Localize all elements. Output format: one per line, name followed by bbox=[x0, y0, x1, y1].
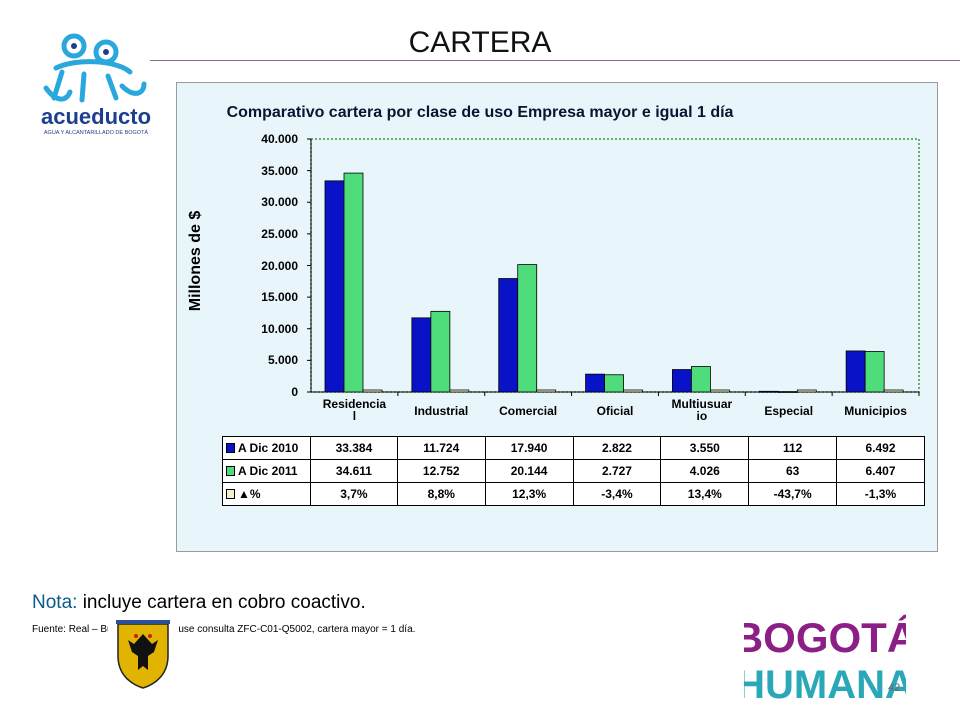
table-row: ▲% 3,7% 8,8% 12,3% -3,4% 13,4% -43,7% -1,3% bbox=[222, 482, 925, 506]
y-axis-ticks: 0 5.000 10.000 15.000 20.000 25.000 30.000 35.0… bbox=[238, 0, 298, 720]
y-tick-label: 25.000 bbox=[261, 226, 298, 241]
humana-wordmark: HUMANA bbox=[744, 663, 906, 706]
bar-dic-2011 bbox=[517, 264, 538, 393]
bogota-coat-of-arms bbox=[108, 616, 178, 692]
bar-pct-change bbox=[362, 389, 383, 393]
y-tick-label: 15.000 bbox=[261, 290, 298, 305]
table-cell: 11.724 bbox=[396, 436, 486, 460]
x-category-label: Multiusuar io bbox=[671, 397, 733, 423]
table-cell: 63 bbox=[748, 459, 838, 483]
x-category-label: Comercial bbox=[499, 404, 558, 418]
table-row: A Dic 2011 34.611 12.752 20.144 2.727 4.026 63… bbox=[222, 459, 925, 483]
x-category-label: Industrial bbox=[414, 404, 469, 418]
table-cell: 112 bbox=[748, 436, 838, 460]
y-tick-label: 5.000 bbox=[267, 353, 298, 368]
table-cell: 12,3% bbox=[484, 482, 574, 506]
table-cell: 3,7% bbox=[310, 482, 398, 506]
bogota-humana-logo: BOGOTÁ HUMANA bbox=[744, 608, 906, 706]
x-category-label: Especial bbox=[764, 404, 814, 418]
note-text: incluye cartera en cobro coactivo. bbox=[77, 592, 366, 613]
x-category-label: Residencia l bbox=[322, 397, 387, 423]
acueducto-wordmark: acueducto bbox=[41, 104, 151, 129]
y-tick-label: 10.000 bbox=[261, 321, 298, 336]
table-row: A Dic 2010 33.384 11.724 17.940 2.822 3.550 11… bbox=[222, 436, 925, 460]
legend-key bbox=[226, 466, 235, 476]
table-cell: 20.144 bbox=[484, 459, 574, 483]
bar-pct-change bbox=[449, 389, 470, 393]
table-cell: 6.407 bbox=[836, 459, 925, 483]
bar-pct-change bbox=[710, 389, 730, 393]
page-number: 42 bbox=[888, 682, 901, 694]
bar-dic-2011 bbox=[864, 351, 885, 393]
table-cell: 6.492 bbox=[836, 436, 925, 460]
bar-dic-2011 bbox=[430, 310, 451, 393]
x-category-label: Municipios bbox=[844, 404, 907, 418]
y-tick-label: 40.000 bbox=[261, 132, 298, 146]
table-cell: 12.752 bbox=[396, 459, 486, 483]
table-cell: 13,4% bbox=[660, 482, 750, 506]
y-tick-label: 0 bbox=[291, 385, 298, 399]
table-cell: 4.026 bbox=[660, 459, 750, 483]
legend-key bbox=[226, 489, 235, 499]
bar-pct-change bbox=[796, 389, 817, 393]
table-cell: -1,3% bbox=[836, 482, 925, 506]
table-cell: 17.940 bbox=[484, 436, 574, 460]
table-cell: 2.727 bbox=[572, 459, 662, 483]
bar-pct-change bbox=[623, 389, 643, 393]
x-category-label: Oficial bbox=[596, 404, 634, 418]
note: Nota: incluye cartera en cobro coactivo. bbox=[32, 592, 366, 614]
bar-dic-2011 bbox=[343, 172, 364, 393]
legend-key bbox=[226, 443, 235, 453]
note-label: Nota: bbox=[32, 592, 78, 613]
bar-pct-change bbox=[883, 389, 904, 393]
bogota-wordmark: BOGOTÁ bbox=[744, 614, 906, 661]
table-cell: 8,8% bbox=[396, 482, 486, 506]
bar-dic-2011 bbox=[691, 366, 711, 393]
chart-title: Comparativo cartera por clase de uso Emp… bbox=[226, 104, 734, 121]
legend-entry: ▲% bbox=[222, 482, 311, 506]
y-tick-label: 35.000 bbox=[261, 163, 298, 178]
slide-title: CARTERA bbox=[408, 26, 552, 59]
acueducto-tagline: AGUA Y ALCANTARILLADO DE BOGOTÁ bbox=[44, 129, 149, 136]
data-table: A Dic 2010 33.384 11.724 17.940 2.822 3.550 11… bbox=[222, 436, 925, 506]
bar-pct-change bbox=[536, 389, 557, 393]
table-cell: 33.384 bbox=[310, 436, 398, 460]
table-cell: 2.822 bbox=[572, 436, 662, 460]
source-text: Fuente: Real – Business Warehouse consul… bbox=[32, 624, 416, 635]
table-cell: -43,7% bbox=[748, 482, 838, 506]
title-divider bbox=[150, 60, 960, 61]
y-tick-label: 30.000 bbox=[261, 195, 298, 210]
table-cell: 34.611 bbox=[310, 459, 398, 483]
legend-entry: A Dic 2011 bbox=[222, 459, 311, 483]
acueducto-logo: acueducto AGUA Y ALCANTARILLADO DE BOGOT… bbox=[41, 33, 151, 136]
bar-dic-2011 bbox=[604, 374, 624, 393]
table-cell: 3.550 bbox=[660, 436, 750, 460]
table-cell: -3,4% bbox=[572, 482, 662, 506]
y-tick-label: 20.000 bbox=[261, 258, 298, 273]
legend-entry: A Dic 2010 bbox=[222, 436, 311, 460]
